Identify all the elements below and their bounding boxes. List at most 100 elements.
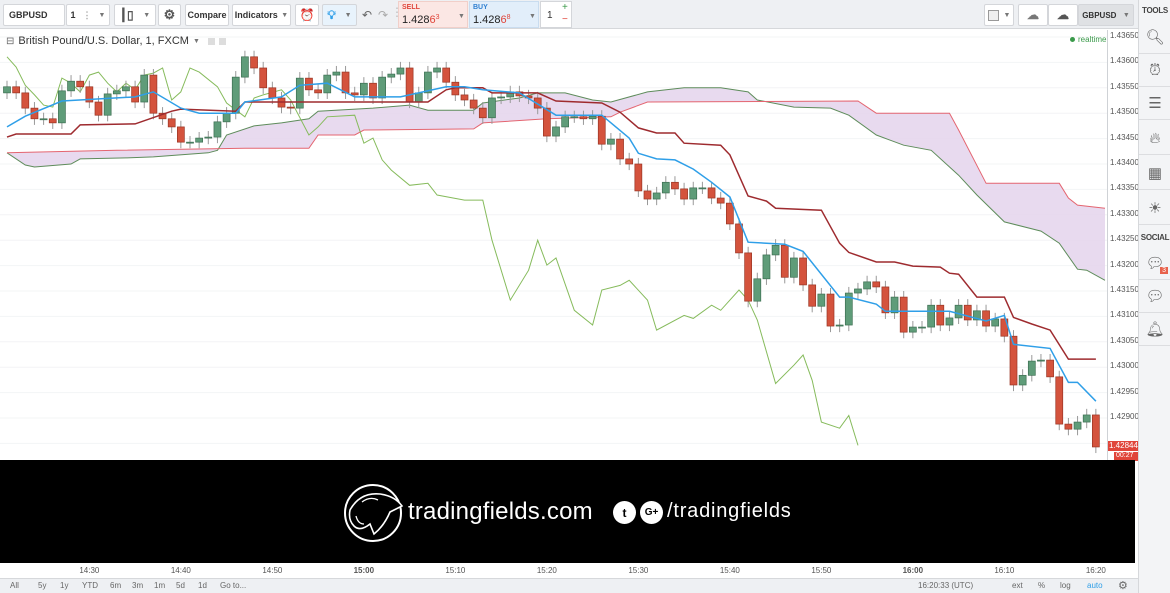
chevron-down-icon: ▼ bbox=[458, 13, 465, 20]
candle-body-up bbox=[140, 74, 149, 103]
chart-canvas[interactable] bbox=[0, 30, 1107, 570]
candle bbox=[762, 248, 771, 285]
candle-body-up bbox=[387, 73, 396, 78]
range-button-3m[interactable]: 3m bbox=[132, 581, 144, 590]
settings-button[interactable]: ⚙ bbox=[158, 4, 181, 26]
candle-body-down bbox=[872, 281, 881, 288]
candle-body-up bbox=[698, 187, 707, 190]
chat-icon[interactable]: 💬︎ 3 bbox=[1139, 247, 1170, 280]
candle bbox=[1027, 355, 1036, 382]
candle-body-up bbox=[122, 86, 130, 92]
range-button-1y[interactable]: 1y bbox=[60, 581, 69, 590]
candle bbox=[488, 91, 496, 124]
decrease-button[interactable]: − bbox=[562, 14, 568, 25]
undo-icon[interactable]: ↶ bbox=[362, 8, 373, 22]
chevron-down-icon: ▼ bbox=[344, 11, 352, 19]
range-button-5d[interactable]: 5d bbox=[176, 581, 185, 590]
candle bbox=[378, 71, 386, 105]
log-toggle[interactable]: log bbox=[1060, 581, 1071, 590]
hotlist-flame-icon[interactable]: 🔥︎ bbox=[1139, 122, 1170, 155]
candle bbox=[396, 61, 405, 81]
range-button-1d[interactable]: 1d bbox=[198, 581, 207, 590]
candle-body-up bbox=[1037, 359, 1045, 362]
candle bbox=[542, 102, 551, 143]
candle bbox=[771, 239, 780, 262]
bottom-bar: All 5y 1y YTD 6m 3m 1m 5d 1d Go to... 16:20:33 (U… bbox=[0, 578, 1138, 593]
candle-body-up bbox=[414, 92, 423, 103]
price-label: 1.43400 bbox=[1110, 158, 1138, 167]
sell-button[interactable]: SELL 1.42863 ▼ bbox=[398, 1, 468, 28]
candle-body-up bbox=[396, 67, 405, 75]
candle bbox=[973, 304, 981, 327]
news-icon[interactable]: ☰ bbox=[1139, 87, 1170, 120]
gear-icon[interactable]: ⚙ bbox=[1118, 580, 1128, 592]
candle bbox=[579, 110, 588, 125]
save-chart-button[interactable]: ☁ bbox=[1048, 4, 1078, 26]
candle-body-up bbox=[1027, 360, 1036, 376]
brightness-icon[interactable]: ☀︎ bbox=[1139, 192, 1170, 225]
candle bbox=[671, 176, 679, 195]
price-label: 1.42900 bbox=[1110, 412, 1138, 421]
calendar-icon[interactable]: ▦ bbox=[1139, 157, 1170, 190]
bell-icon[interactable]: 🔔︎ bbox=[1139, 313, 1170, 346]
time-label: 15:10 bbox=[445, 566, 466, 575]
candle bbox=[844, 286, 853, 332]
range-button-5y[interactable]: 5y bbox=[38, 581, 47, 590]
candle bbox=[48, 112, 57, 129]
redo-icon[interactable]: ↷ bbox=[378, 8, 389, 22]
increase-button[interactable]: + bbox=[562, 2, 568, 13]
legend-close-icon[interactable] bbox=[218, 37, 226, 45]
range-button-goto[interactable]: Go to... bbox=[220, 581, 247, 590]
symbol-input[interactable]: GBPUSD bbox=[3, 4, 65, 26]
percent-toggle[interactable]: % bbox=[1038, 581, 1046, 590]
candle-body-down bbox=[963, 304, 972, 321]
range-button-ytd[interactable]: YTD bbox=[82, 581, 98, 590]
candle bbox=[570, 110, 579, 123]
interval-selector[interactable]: 1 ⋮ ▼ bbox=[66, 4, 110, 26]
quantity-stepper[interactable]: 1 + − bbox=[540, 1, 572, 28]
candle bbox=[744, 246, 753, 308]
candle bbox=[3, 80, 11, 99]
alarm-clock-icon[interactable]: ⏰︎ bbox=[1139, 54, 1170, 87]
add-alert-button[interactable]: ⏰ bbox=[295, 4, 319, 26]
private-chat-icon[interactable]: 💬︎ bbox=[1139, 280, 1170, 313]
candle-body-down bbox=[808, 284, 817, 307]
price-label: 1.43450 bbox=[1110, 132, 1138, 142]
time-axis[interactable]: 14:30 14:40 14:50 15:00 15:10 15:20 15:30 15:40… bbox=[0, 563, 1138, 578]
candle bbox=[698, 181, 707, 194]
auto-toggle[interactable]: auto bbox=[1087, 581, 1103, 590]
indicators-button[interactable]: Indicators ▼ bbox=[232, 4, 291, 26]
range-button-1m[interactable]: 1m bbox=[154, 581, 166, 590]
candle-body-up bbox=[3, 86, 11, 94]
legend-settings-icon[interactable] bbox=[207, 37, 215, 45]
candle-body-up bbox=[908, 326, 917, 333]
candle bbox=[332, 65, 341, 82]
candle bbox=[780, 239, 789, 284]
candle-body-up bbox=[588, 115, 597, 120]
chart-symbol-selector[interactable]: GBPUSD ▼ bbox=[1078, 4, 1134, 26]
ext-toggle[interactable]: ext bbox=[1012, 581, 1023, 590]
candle-body-down bbox=[405, 67, 414, 103]
range-button-6m[interactable]: 6m bbox=[110, 581, 122, 590]
compare-button[interactable]: Compare bbox=[185, 4, 229, 26]
candle bbox=[561, 110, 570, 134]
ideas-button[interactable]: 💡︎ ▼ bbox=[322, 4, 357, 26]
candle bbox=[707, 181, 716, 205]
candle bbox=[177, 120, 185, 149]
load-chart-button[interactable]: ☁ bbox=[1018, 4, 1048, 26]
layout-button[interactable]: ▼ bbox=[984, 4, 1014, 26]
collapse-icon[interactable]: ⊟ bbox=[6, 35, 15, 47]
candle-body-up bbox=[771, 244, 780, 256]
chevron-down-icon[interactable]: ▼ bbox=[192, 37, 200, 45]
utc-clock: 16:20:33 (UTC) bbox=[918, 581, 974, 590]
candle-body-up bbox=[213, 121, 222, 138]
zoom-chart-icon[interactable]: 🔍︎ bbox=[1139, 21, 1170, 54]
candle bbox=[790, 251, 798, 284]
top-toolbar: GBPUSD 1 ⋮ ▼ ┃▯ ▼ ⚙ Compare Indicators ▼ ⏰ 💡… bbox=[0, 0, 1138, 29]
range-button-all[interactable]: All bbox=[10, 581, 19, 590]
chart-type-button[interactable]: ┃▯ ▼ bbox=[114, 4, 156, 26]
candle bbox=[58, 84, 66, 129]
candle-body-down bbox=[625, 158, 634, 165]
candle-body-up bbox=[186, 141, 194, 144]
buy-button[interactable]: BUY 1.42868 ▼ bbox=[469, 1, 539, 28]
